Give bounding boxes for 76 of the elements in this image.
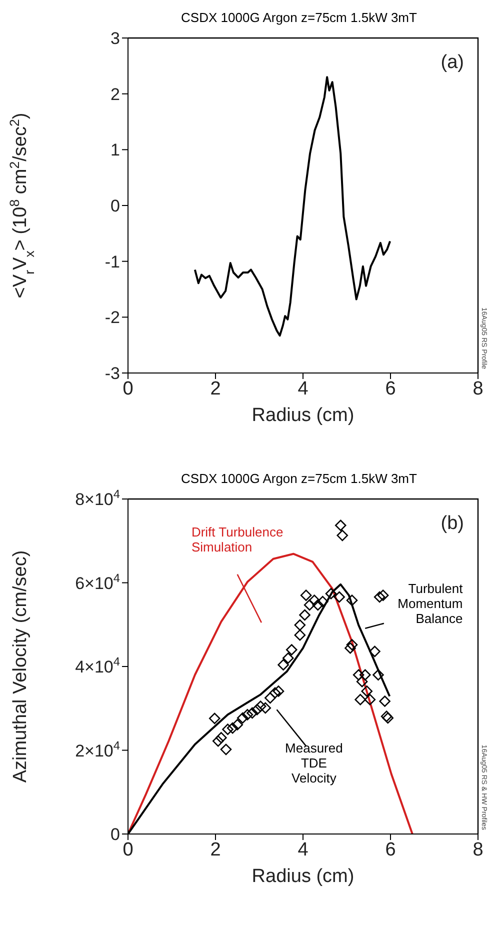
point	[344, 642, 356, 654]
y-tick-label: 0	[110, 825, 120, 844]
point	[286, 644, 298, 656]
point	[278, 659, 289, 670]
point	[336, 530, 348, 542]
point	[264, 692, 276, 704]
point	[232, 719, 244, 730]
point	[242, 709, 254, 720]
x-axis-title: Radius (cm)	[252, 405, 354, 426]
y-tick-label: 2	[110, 84, 120, 104]
y-tick-label: 1	[110, 140, 120, 160]
y-tick-label: 8×10$^{4}$	[75, 487, 120, 509]
point	[294, 619, 306, 631]
point	[216, 732, 227, 744]
point	[361, 686, 373, 697]
point	[354, 694, 366, 706]
point	[374, 591, 386, 603]
point	[282, 652, 294, 664]
point	[325, 588, 337, 600]
point	[377, 590, 389, 601]
point	[246, 707, 258, 719]
point	[212, 735, 224, 747]
point	[346, 639, 358, 650]
line-series	[194, 76, 392, 337]
annotation: (a)	[440, 52, 464, 73]
point	[236, 712, 248, 724]
x-tick-label: 8	[472, 378, 484, 400]
point	[364, 694, 376, 706]
point	[251, 704, 263, 716]
series-label: Drift Turbulence Simulation	[191, 524, 284, 555]
point	[300, 590, 312, 601]
point	[352, 669, 364, 681]
point	[334, 591, 345, 603]
point	[294, 629, 306, 641]
point	[269, 687, 281, 699]
annotation: (b)	[440, 513, 464, 534]
point	[312, 599, 324, 611]
x-axis-title: Radius (cm)	[252, 866, 354, 887]
point	[308, 594, 320, 606]
point	[208, 712, 220, 724]
x-tick-label: 6	[385, 839, 396, 860]
text: Measured TDE Velocity	[285, 740, 343, 786]
text: Turbulent Momentum Balance	[398, 581, 464, 626]
point	[356, 676, 368, 688]
x-tick-label: 2	[210, 378, 221, 400]
y-tick-label: 4×10$^{4}$	[75, 654, 120, 676]
point	[346, 594, 358, 606]
point	[334, 520, 346, 532]
y-tick-label: 3	[110, 29, 120, 48]
point	[220, 744, 232, 756]
point	[304, 599, 316, 611]
y-tick-label: -3	[104, 364, 120, 383]
point	[379, 696, 390, 707]
x-tick-label: 4	[298, 378, 309, 400]
y-axis-title: Azimuthal Velocity (cm/sec)	[10, 550, 31, 783]
point	[222, 724, 234, 735]
point	[299, 609, 310, 621]
y-tick-label: -1	[104, 252, 120, 272]
point	[317, 596, 328, 608]
point	[372, 669, 384, 681]
x-tick-label: 2	[210, 839, 221, 860]
point	[254, 700, 266, 712]
y-tick-label: 0	[110, 196, 120, 216]
point	[369, 646, 380, 658]
chart-title: CSDX 1000G Argon z=75cm 1.5kW 3mT	[181, 471, 417, 486]
point	[260, 702, 272, 714]
x-tick-label: 6	[385, 378, 396, 400]
point	[226, 722, 238, 734]
x-tick-label: 8	[472, 839, 484, 860]
point	[272, 686, 284, 697]
x-tick-label: 4	[298, 839, 309, 860]
y-tick-label: 6×10$^{4}$	[75, 570, 120, 593]
y-tick-label: -2	[104, 308, 120, 328]
point	[359, 669, 371, 681]
y-tick-label: 2×10$^{4}$	[75, 738, 120, 760]
chart-title: CSDX 1000G Argon z=75cm 1.5kW 3mT	[180, 9, 418, 27]
